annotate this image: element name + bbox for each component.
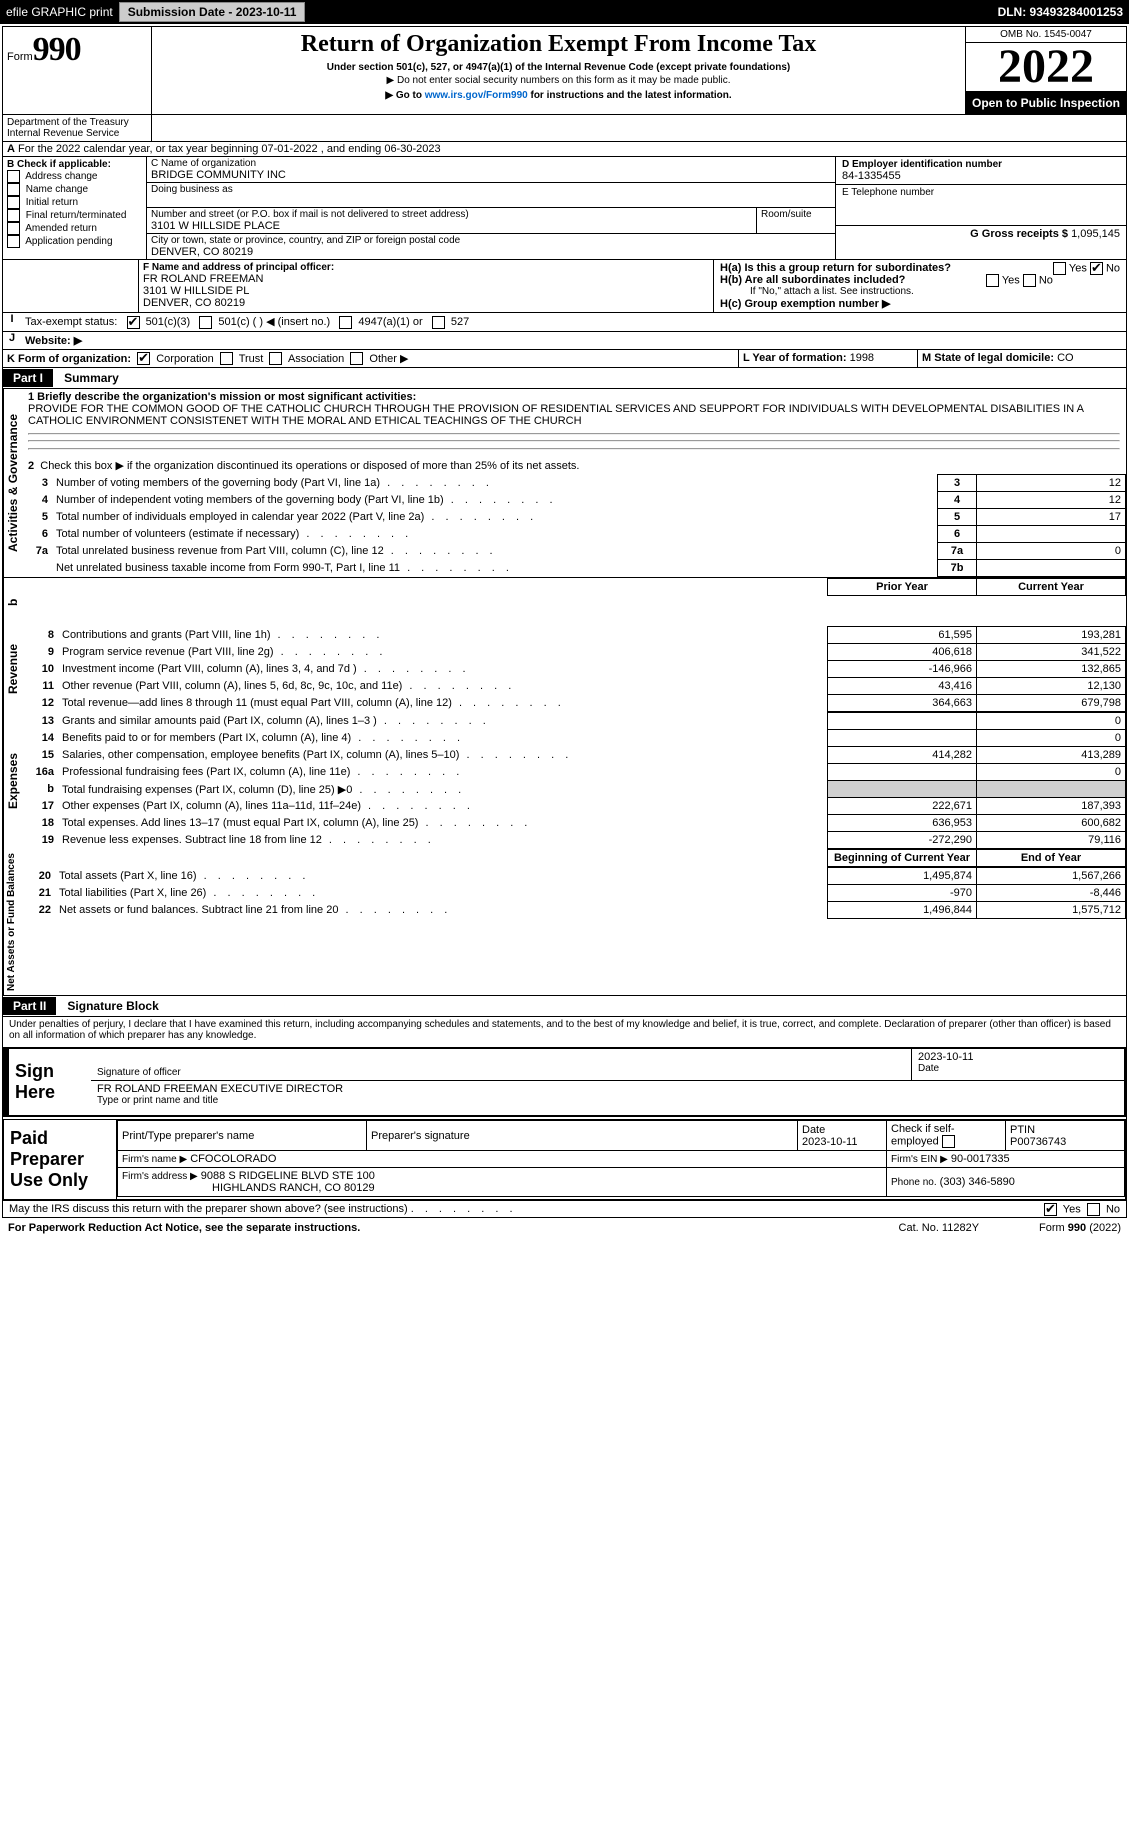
netassets-table: 20 Total assets (Part X, line 16) . . . …: [19, 867, 1126, 919]
website-line: Website: ▶: [21, 332, 1126, 349]
side-expenses: Expenses: [3, 712, 22, 849]
box-h: H(a) Is this a group return for subordin…: [714, 260, 1126, 312]
box-c: C Name of organization BRIDGE COMMUNITY …: [147, 157, 835, 259]
form-of-org: K Form of organization: Corporation Trus…: [3, 350, 738, 368]
tax-exempt-status: Tax-exempt status: 501(c)(3) 501(c) ( ) …: [21, 313, 1126, 331]
side-netassets: Net Assets or Fund Balances: [3, 849, 19, 995]
state-domicile: M State of legal domicile: CO: [917, 350, 1126, 368]
submission-date-box: Submission Date - 2023-10-11: [119, 2, 306, 22]
period-line: A For the 2022 calendar year, or tax yea…: [3, 141, 1126, 156]
dept-treasury: Department of the Treasury Internal Reve…: [3, 115, 152, 141]
boxb-item[interactable]: Address change: [7, 170, 142, 183]
subtitle-1: Under section 501(c), 527, or 4947(a)(1)…: [158, 62, 959, 73]
perjury-statement: Under penalties of perjury, I declare th…: [3, 1017, 1126, 1043]
boxb-item[interactable]: Amended return: [7, 222, 142, 235]
main-title: Return of Organization Exempt From Incom…: [158, 31, 959, 58]
box-b: B Check if applicable: Address change Na…: [3, 157, 147, 259]
subtitle-2: ▶ Do not enter social security numbers o…: [158, 75, 959, 86]
line-1: 1 Briefly describe the organization's mi…: [22, 389, 1126, 457]
part2-title: Signature Block: [59, 999, 158, 1013]
dln-label: DLN: 93493284001253: [998, 5, 1123, 19]
line-2: 2 Check this box ▶ if the organization d…: [22, 457, 1126, 474]
subtitle-3: ▶ Go to www.irs.gov/Form990 for instruct…: [158, 90, 959, 101]
tax-year: 2022: [966, 43, 1126, 92]
part2-label: Part II: [3, 997, 56, 1015]
form-footer: Form 990 (2022): [1039, 1222, 1121, 1234]
box-f: F Name and address of principal officer:…: [139, 260, 714, 312]
efile-label: efile GRAPHIC print: [6, 5, 113, 19]
boxb-item[interactable]: Initial return: [7, 196, 142, 209]
boxb-item[interactable]: Final return/terminated: [7, 209, 142, 222]
file-header-bar: efile GRAPHIC print Submission Date - 20…: [0, 0, 1129, 24]
city-state-zip: DENVER, CO 80219: [151, 246, 831, 258]
discuss-line: May the IRS discuss this return with the…: [3, 1200, 1126, 1217]
year-formed: L Year of formation: 1998: [738, 350, 917, 368]
form-number-cell: Form990: [3, 27, 152, 114]
title-cell: Return of Organization Exempt From Incom…: [152, 27, 965, 114]
gross-receipts: 1,095,145: [1071, 228, 1120, 240]
public-inspection: Open to Public Inspection: [966, 92, 1126, 114]
part1-label: Part I: [3, 369, 53, 387]
right-header: OMB No. 1545-0047 2022 Open to Public In…: [965, 27, 1126, 114]
paid-preparer-label: Paid Preparer Use Only: [4, 1120, 117, 1199]
pra-notice: For Paperwork Reduction Act Notice, see …: [8, 1222, 360, 1234]
box-right: D Employer identification number 84-1335…: [835, 157, 1126, 259]
year-header-table: Prior Year Current Year: [22, 578, 1126, 596]
preparer-table: Print/Type preparer's name Preparer's si…: [117, 1120, 1125, 1197]
side-b-label: b: [3, 578, 22, 626]
street: 3101 W HILLSIDE PLACE: [151, 220, 752, 232]
revenue-table: 8 Contributions and grants (Part VIII, l…: [22, 626, 1126, 712]
netassets-header: Beginning of Current Year End of Year: [19, 849, 1126, 867]
governance-table: 3 Number of voting members of the govern…: [22, 474, 1126, 577]
boxb-item[interactable]: Name change: [7, 183, 142, 196]
boxb-item[interactable]: Application pending: [7, 235, 142, 248]
ein: 84-1335455: [842, 170, 1120, 182]
officer-name: FR ROLAND FREEMAN EXECUTIVE DIRECTOR: [97, 1083, 1118, 1095]
side-activities-governance: Activities & Governance: [3, 389, 22, 577]
side-revenue: Revenue: [3, 626, 22, 712]
expenses-table: 13 Grants and similar amounts paid (Part…: [22, 712, 1126, 849]
org-name: BRIDGE COMMUNITY INC: [151, 169, 831, 181]
mission-text: PROVIDE FOR THE COMMON GOOD OF THE CATHO…: [28, 403, 1083, 427]
part1-title: Summary: [56, 371, 119, 385]
sign-here-label: Sign Here: [9, 1049, 91, 1115]
cat-no: Cat. No. 11282Y: [899, 1222, 980, 1234]
irs-link[interactable]: www.irs.gov/Form990: [425, 90, 528, 101]
